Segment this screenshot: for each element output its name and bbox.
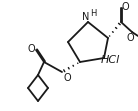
Text: O: O	[121, 2, 129, 12]
Text: O: O	[27, 44, 35, 54]
Text: HCl: HCl	[100, 55, 120, 65]
Text: N: N	[82, 12, 90, 22]
Text: O: O	[126, 33, 134, 43]
Text: H: H	[90, 9, 96, 18]
Text: O: O	[63, 73, 71, 83]
